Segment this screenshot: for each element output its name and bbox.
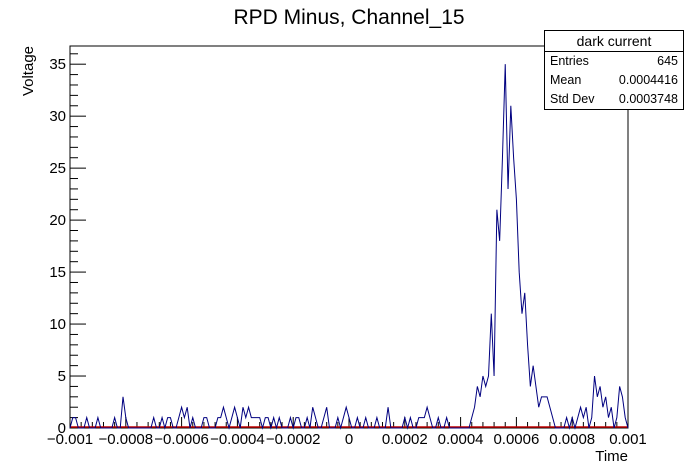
stats-label: Mean xyxy=(550,73,582,87)
y-tick-label: 10 xyxy=(49,316,66,333)
stats-title: dark current xyxy=(545,31,683,52)
stats-value: 645 xyxy=(657,54,678,68)
stats-row-std-dev: Std Dev 0.0003748 xyxy=(545,90,683,109)
x-tick-label: 0.0006 xyxy=(493,431,539,448)
x-tick-label: 0.0004 xyxy=(438,431,484,448)
x-tick-label: −0.001 xyxy=(47,431,93,448)
x-axis-tick-labels: −0.001 −0.0008 −0.0006 −0.0004 −0.0002 0 0.000… xyxy=(47,431,647,448)
x-tick-label: −0.0008 xyxy=(98,431,153,448)
x-tick-label: −0.0006 xyxy=(154,431,209,448)
y-tick-label: 15 xyxy=(49,264,66,281)
x-tick-label: 0.0002 xyxy=(382,431,428,448)
x-tick-label: −0.0004 xyxy=(210,431,265,448)
y-tick-label: 25 xyxy=(49,160,66,177)
stats-row-entries: Entries 645 xyxy=(545,52,683,71)
x-tick-label: 0 xyxy=(345,431,353,448)
stats-value: 0.0003748 xyxy=(618,92,678,106)
x-tick-label: 0.001 xyxy=(609,431,647,448)
stats-box: dark current Entries 645 Mean 0.0004416 … xyxy=(544,30,684,110)
y-axis-ticks xyxy=(70,53,86,429)
stats-row-mean: Mean 0.0004416 xyxy=(545,71,683,90)
stats-label: Entries xyxy=(550,54,589,68)
y-axis-tick-labels: 0 5 10 15 20 25 30 35 xyxy=(49,56,66,437)
y-tick-label: 5 xyxy=(58,368,66,385)
chart-title: RPD Minus, Channel_15 xyxy=(233,6,464,29)
y-axis-label: Voltage xyxy=(20,46,37,96)
x-axis-label: Time xyxy=(595,448,628,465)
y-tick-label: 35 xyxy=(49,56,66,73)
x-tick-label: 0.0008 xyxy=(549,431,595,448)
stats-value: 0.0004416 xyxy=(618,73,678,87)
stats-label: Std Dev xyxy=(550,92,595,106)
series-line xyxy=(69,64,629,430)
y-tick-label: 30 xyxy=(49,108,66,125)
x-tick-label: −0.0002 xyxy=(266,431,321,448)
y-tick-label: 0 xyxy=(58,420,66,437)
y-tick-label: 20 xyxy=(49,212,66,229)
